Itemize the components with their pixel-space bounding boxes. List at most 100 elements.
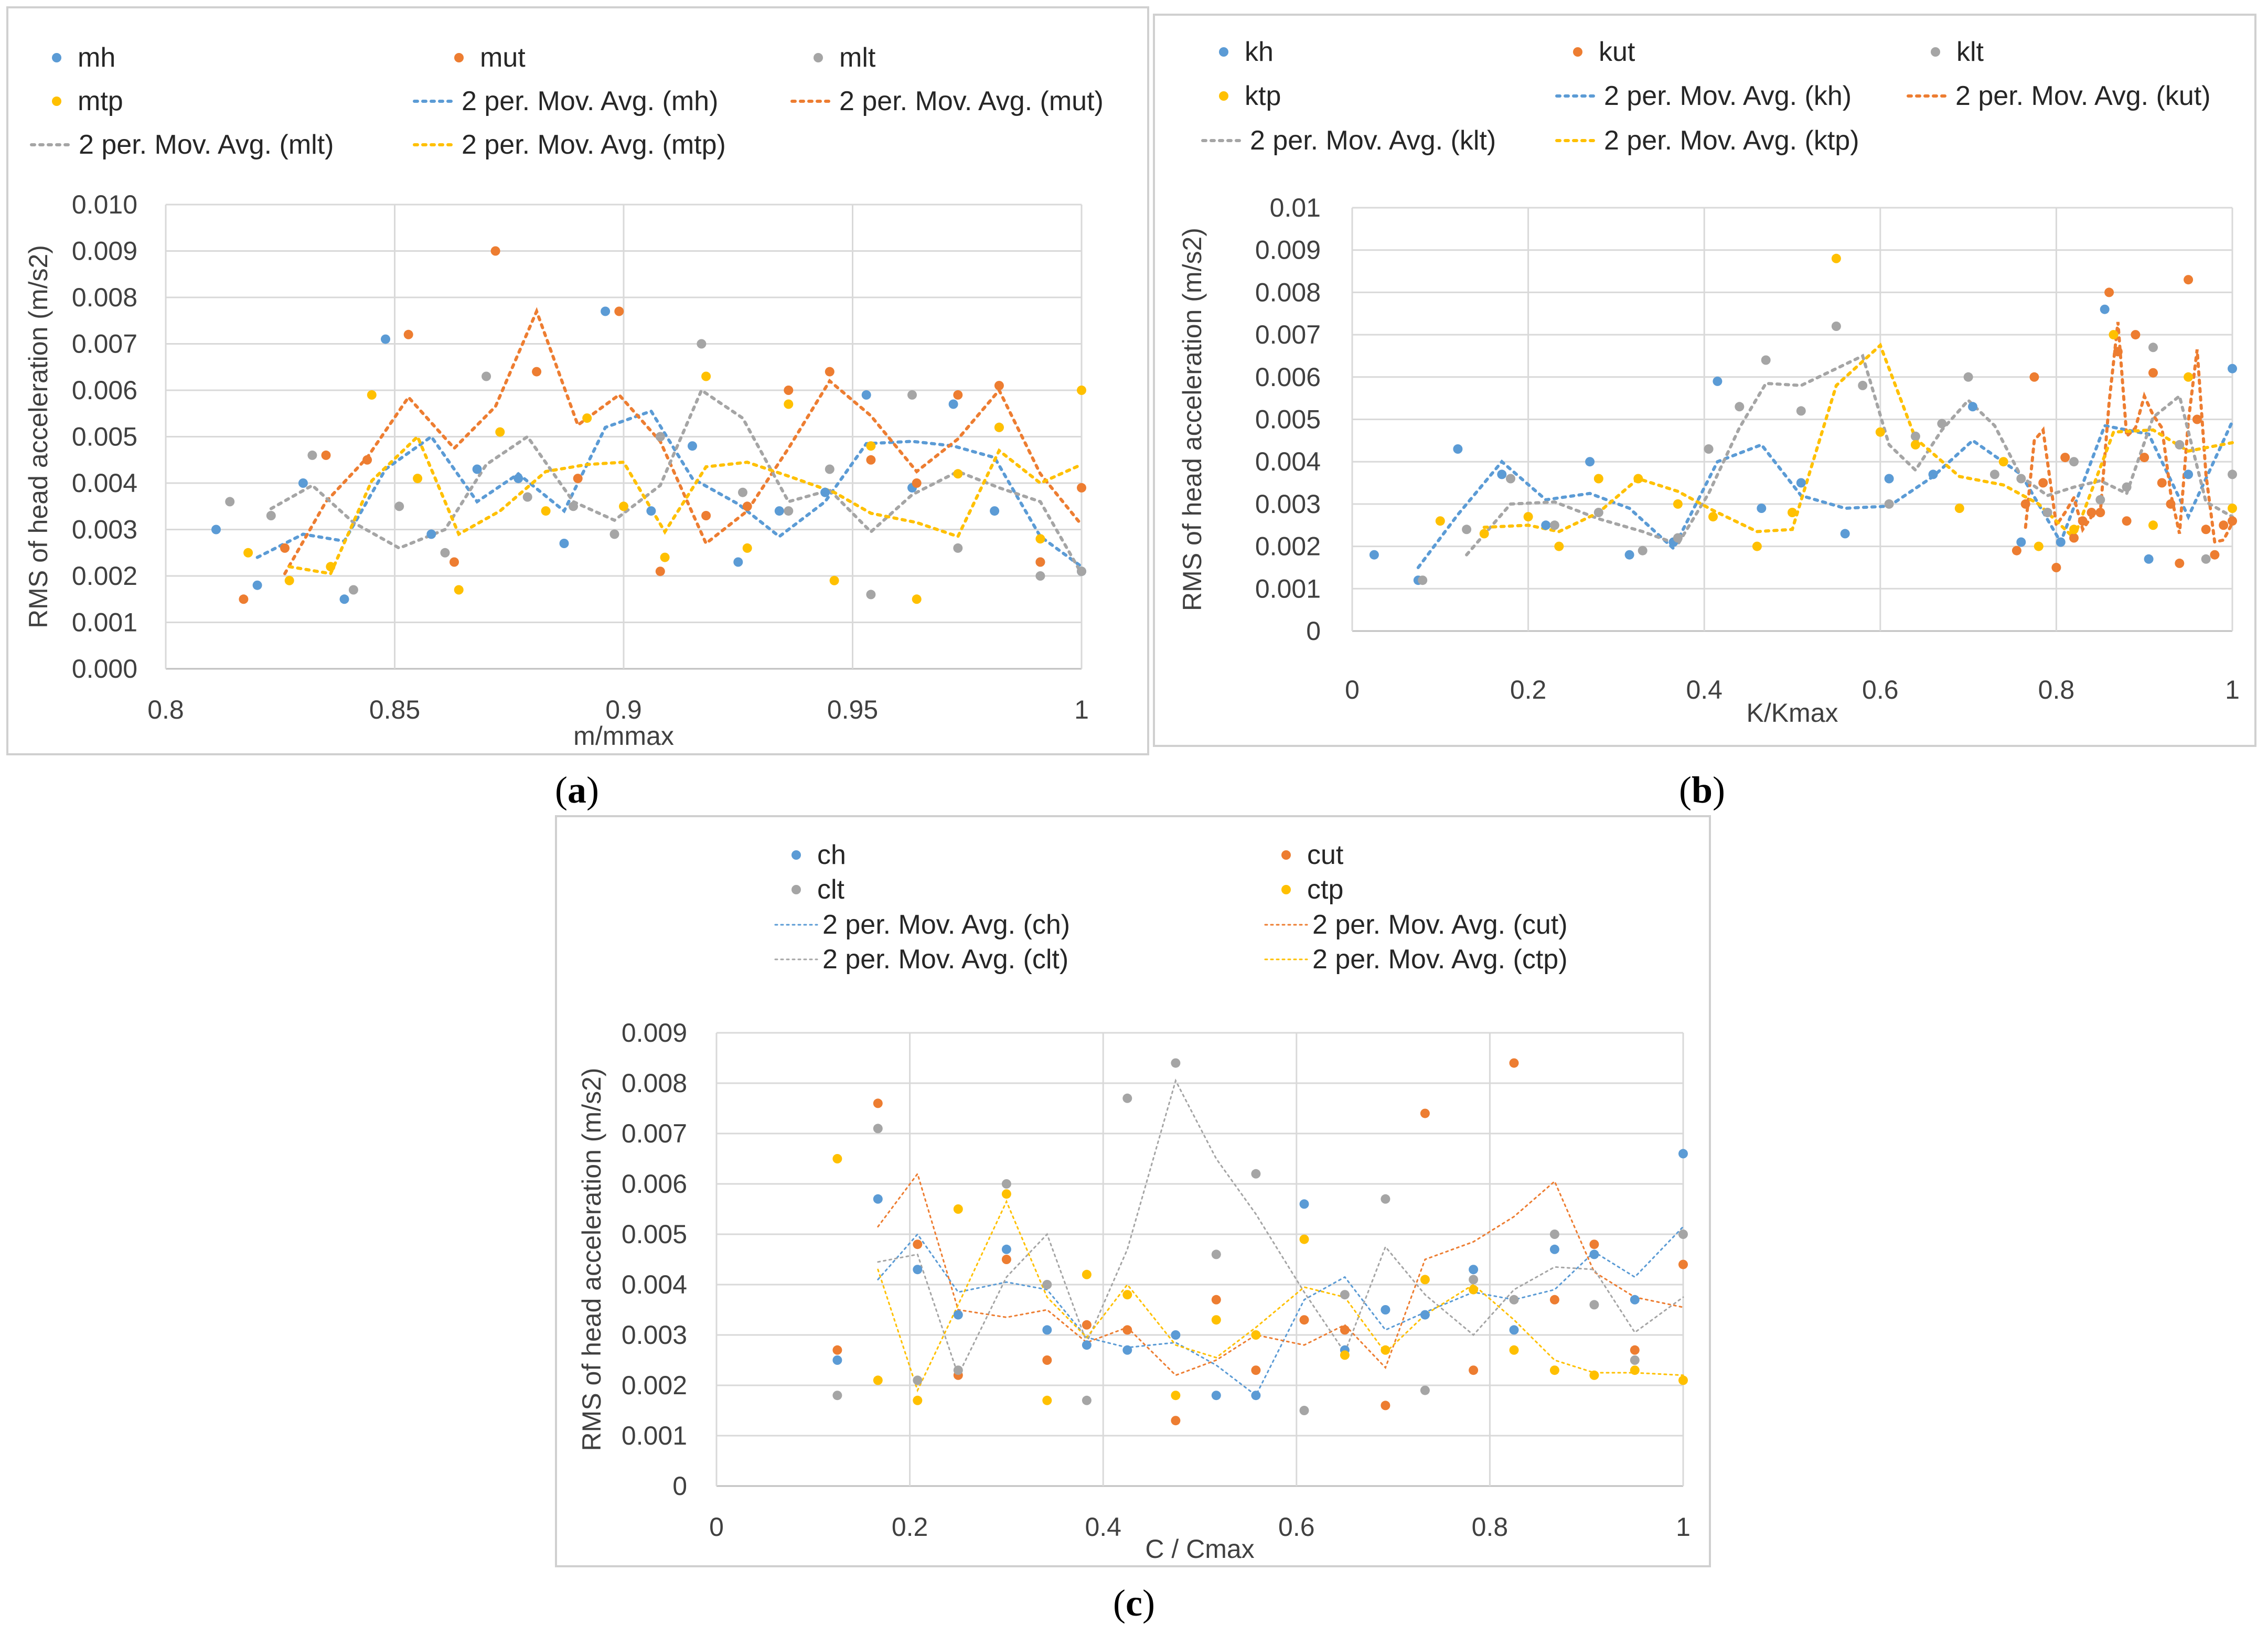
data-point-ctp: [913, 1395, 923, 1405]
data-point-mh: [339, 594, 349, 604]
data-point-mh: [426, 529, 436, 539]
data-point-mlt: [394, 501, 404, 511]
legend-marker-mtp: [52, 97, 61, 106]
data-point-mut: [655, 567, 665, 576]
data-point-cut: [1122, 1325, 1132, 1335]
data-point-ktp: [1910, 440, 1920, 450]
data-point-mlt: [784, 506, 794, 516]
data-point-clt: [1001, 1179, 1011, 1189]
data-point-mh: [774, 506, 784, 516]
data-point-mut: [573, 474, 583, 484]
moving-average-line-kh: [1416, 420, 2234, 569]
data-point-kh: [1453, 444, 1463, 454]
x-tick-label: 0.6: [1862, 675, 1899, 704]
x-tick-label: 0: [1345, 675, 1360, 704]
panel-a-label: (a): [555, 769, 599, 811]
data-point-mut: [1035, 557, 1045, 567]
data-point-mtp: [326, 562, 336, 572]
data-point-kut: [2104, 287, 2114, 297]
data-point-mtp: [701, 371, 711, 381]
data-point-kut: [2038, 478, 2048, 488]
data-point-cut: [1171, 1416, 1181, 1426]
y-tick-label: 0.009: [72, 237, 137, 266]
data-point-ktp: [2034, 541, 2044, 551]
data-point-ktp: [1673, 499, 1683, 509]
data-point-kh: [1884, 474, 1894, 484]
data-point-mtp: [454, 585, 464, 595]
data-point-kh: [2056, 537, 2066, 547]
data-point-kh: [1497, 469, 1507, 479]
data-point-kut: [2113, 347, 2123, 357]
data-point-mh: [381, 334, 390, 344]
y-axis-title: RMS of head acceleration (m/s2): [1178, 228, 1207, 611]
data-point-klt: [2148, 343, 2158, 352]
data-point-klt: [1735, 402, 1745, 412]
data-point-clt: [1340, 1290, 1350, 1300]
x-tick-label: 0.8: [147, 695, 184, 724]
data-point-ch: [873, 1194, 883, 1204]
x-tick-label: 0.6: [1278, 1512, 1315, 1542]
data-point-clt: [1211, 1249, 1221, 1259]
data-point-mh: [601, 306, 611, 316]
legend-marker-ch: [791, 850, 801, 860]
data-point-ktp: [1523, 512, 1533, 522]
legend-label: clt: [817, 874, 845, 905]
data-point-ctp: [1420, 1275, 1430, 1285]
data-point-kut: [2139, 453, 2149, 463]
data-point-klt: [2201, 554, 2211, 564]
data-point-mh: [820, 487, 830, 497]
data-point-clt: [1381, 1194, 1390, 1204]
legend-marker-mh: [52, 53, 61, 62]
data-point-kh: [1585, 457, 1595, 467]
y-tick-label: 0.008: [622, 1068, 687, 1098]
x-tick-label: 0.9: [605, 695, 642, 724]
data-point-klt: [2016, 474, 2026, 484]
data-point-kut: [2157, 478, 2167, 488]
data-point-cut: [1549, 1295, 1559, 1305]
data-point-ktp: [1831, 253, 1841, 263]
data-point-ch: [1042, 1325, 1052, 1335]
data-point-ch: [953, 1310, 963, 1320]
data-point-mh: [298, 478, 308, 488]
x-tick-label: 1: [2225, 675, 2240, 704]
data-point-kut: [2184, 275, 2194, 285]
y-tick-label: 0.008: [1255, 277, 1321, 307]
data-point-kut: [2095, 508, 2105, 517]
y-tick-label: 0.001: [622, 1421, 687, 1450]
y-tick-label: 0.004: [622, 1270, 687, 1299]
data-point-kut: [2122, 516, 2132, 526]
y-tick-label: 0.002: [622, 1371, 687, 1400]
data-point-ctp: [953, 1204, 963, 1214]
panel-b: kh kut klt ktp 2 per. Mov. Avg. (kh) 2 per. M…: [1153, 14, 2256, 811]
data-point-ctp: [1042, 1395, 1052, 1405]
data-point-kut: [2087, 508, 2096, 517]
moving-average-line-mtp: [287, 434, 1083, 575]
legend-label: 2 per. Mov. Avg. (clt): [822, 944, 1068, 975]
data-point-ctp: [1630, 1365, 1640, 1375]
data-point-kh: [1928, 469, 1938, 479]
data-point-kut: [2060, 453, 2070, 463]
data-point-kh: [2016, 537, 2026, 547]
y-tick-label: 0.006: [622, 1169, 687, 1199]
data-point-ktp: [1593, 474, 1603, 484]
data-point-ch: [1082, 1340, 1092, 1350]
y-tick-label: 0.002: [72, 561, 137, 591]
data-point-kh: [1968, 402, 1977, 412]
data-point-mut: [280, 543, 290, 553]
data-point-ch: [1171, 1330, 1181, 1340]
data-point-klt: [1418, 575, 1428, 585]
data-point-mlt: [266, 511, 276, 520]
data-point-mlt: [738, 487, 747, 497]
data-point-ch: [1678, 1149, 1688, 1159]
data-point-mlt: [1077, 567, 1086, 576]
data-point-ktp: [1875, 427, 1885, 437]
moving-average-line-ktp: [1482, 343, 2234, 541]
data-point-cut: [1340, 1325, 1350, 1335]
data-point-mlt: [569, 501, 578, 511]
panel-a-plot: 0.000 0.001 0.002 0.003 0.004 0.005 0.006 0.007…: [24, 190, 1089, 751]
data-point-mh: [211, 525, 221, 535]
data-point-kut: [2192, 414, 2202, 424]
data-point-mut: [1077, 483, 1086, 493]
data-point-clt: [873, 1124, 883, 1134]
